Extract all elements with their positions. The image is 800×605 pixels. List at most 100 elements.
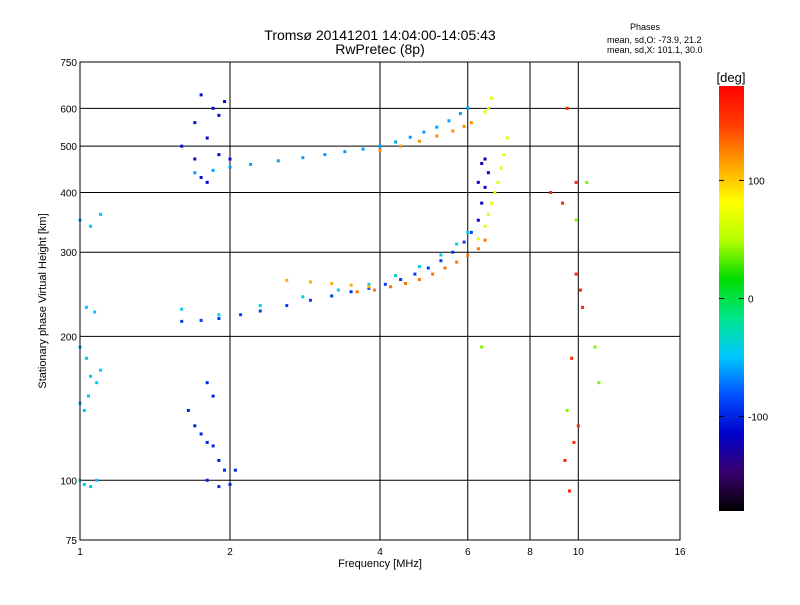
data-point: [439, 253, 443, 257]
data-point: [367, 282, 371, 286]
x-axis-ticks: 1 2 4 6 8 10 16: [77, 547, 686, 558]
data-point: [462, 240, 466, 244]
data-point: [367, 286, 371, 290]
data-point: [417, 265, 421, 269]
data-point: [572, 440, 576, 444]
y-tick-label: 300: [60, 248, 77, 259]
data-point: [378, 148, 382, 152]
data-point: [308, 280, 312, 284]
data-point: [389, 285, 393, 289]
data-point: [574, 218, 578, 222]
data-point: [301, 156, 305, 160]
data-point: [458, 112, 462, 116]
data-point: [99, 212, 103, 216]
data-point: [86, 394, 90, 398]
colorbar: [deg] 100 0 -100: [717, 70, 768, 511]
data-point: [217, 458, 221, 462]
data-point: [193, 121, 197, 125]
data-point: [330, 282, 334, 286]
data-point: [403, 282, 407, 286]
stats-line-o: mean, sd,O: -73.9, 21.2: [607, 35, 702, 45]
data-point: [186, 408, 190, 412]
data-point: [549, 190, 553, 194]
data-point: [193, 157, 197, 161]
data-point: [574, 180, 578, 184]
data-point: [349, 290, 353, 294]
data-point: [486, 212, 490, 216]
data-point: [199, 93, 203, 97]
data-point: [480, 201, 484, 205]
data-point: [490, 96, 494, 100]
y-tick-label: 200: [60, 332, 77, 343]
data-point: [480, 161, 484, 165]
colorbar-tick-label: 100: [748, 176, 765, 187]
data-point: [82, 482, 86, 486]
data-point: [483, 224, 487, 228]
chart-subtitle: RwPretec (8p): [335, 41, 424, 57]
data-point: [565, 408, 569, 412]
chart-title: Tromsø 20141201 14:04:00-14:05:43: [264, 27, 496, 43]
data-point: [99, 368, 103, 372]
data-point: [462, 124, 466, 128]
data-point: [211, 444, 215, 448]
data-point: [408, 135, 412, 139]
data-point: [205, 440, 209, 444]
data-point: [89, 374, 93, 378]
y-tick-label: 750: [60, 58, 77, 69]
data-point: [476, 180, 480, 184]
data-point: [180, 307, 184, 311]
data-point: [394, 140, 398, 144]
data-point: [451, 129, 455, 133]
data-point: [211, 394, 215, 398]
data-point: [211, 168, 215, 172]
data-point: [422, 130, 426, 134]
data-point: [258, 304, 262, 308]
y-tick-label: 100: [60, 476, 77, 487]
data-point: [585, 180, 589, 184]
data-point: [593, 345, 597, 349]
data-point: [455, 242, 459, 246]
data-point: [223, 468, 227, 472]
data-point: [228, 482, 232, 486]
data-point: [205, 180, 209, 184]
data-point: [217, 153, 221, 157]
data-point: [199, 175, 203, 179]
data-point: [205, 478, 209, 482]
data-point: [217, 313, 221, 317]
data-point: [435, 134, 439, 138]
data-point: [399, 278, 403, 282]
data-point: [323, 153, 327, 157]
data-point: [576, 424, 580, 428]
data-point: [394, 274, 398, 278]
data-point: [431, 272, 435, 276]
data-point: [443, 266, 447, 270]
data-point: [439, 259, 443, 263]
data-point: [228, 157, 232, 161]
data-point: [361, 147, 365, 151]
data-point: [469, 230, 473, 234]
data-point: [466, 106, 470, 110]
data-point: [483, 238, 487, 242]
plot-frame: [79, 61, 681, 541]
grid-lines: [80, 62, 680, 540]
data-point: [486, 171, 490, 175]
y-tick-label: 500: [60, 142, 77, 153]
data-point: [343, 150, 347, 154]
x-tick-label: 16: [674, 547, 686, 558]
data-point: [476, 237, 480, 241]
data-point: [581, 305, 585, 309]
data-point: [451, 250, 455, 254]
data-point: [84, 305, 88, 309]
data-point: [499, 166, 503, 170]
data-point: [84, 356, 88, 360]
data-point: [496, 180, 500, 184]
stats-heading: Phases: [630, 22, 661, 32]
data-point: [466, 230, 470, 234]
data-point: [82, 408, 86, 412]
data-point: [330, 294, 334, 298]
data-point: [217, 316, 221, 320]
data-point: [417, 139, 421, 143]
data-point: [199, 318, 203, 322]
y-tick-label: 600: [60, 104, 77, 115]
